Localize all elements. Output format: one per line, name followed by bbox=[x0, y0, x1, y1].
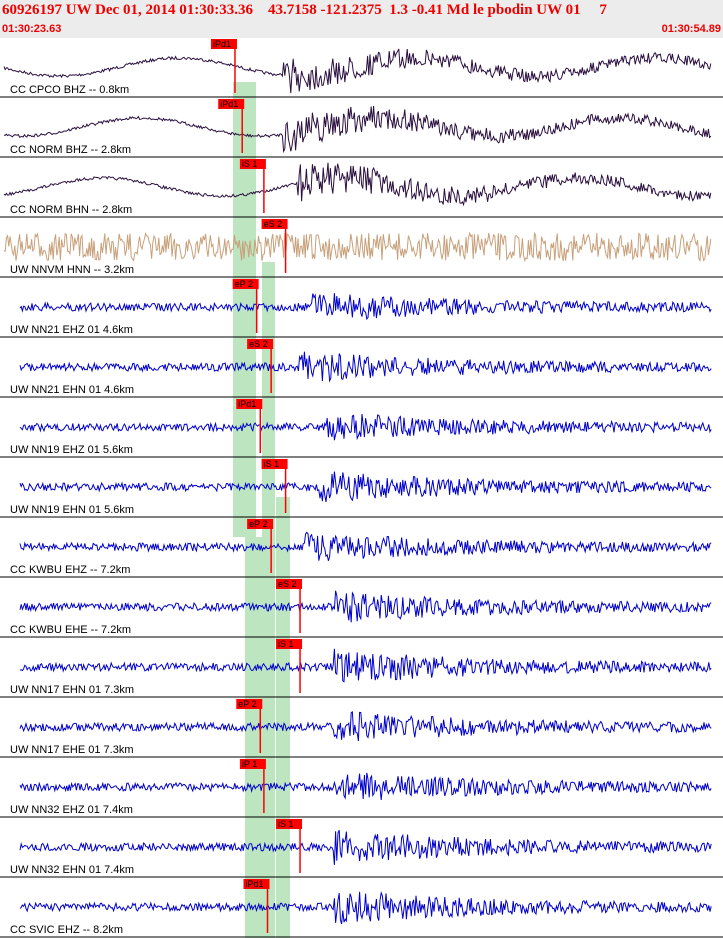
event-title: 60926197 UW Dec 01, 2014 01:30:33.36 43.… bbox=[2, 2, 607, 18]
model-arrival-band-4 bbox=[276, 497, 290, 938]
pick-flag bbox=[243, 879, 270, 889]
waveform-trace bbox=[19, 531, 712, 561]
model-arrival-band-2 bbox=[245, 537, 262, 938]
seismogram-panel: iPd1 CC CPCO BHZ -- 0.8km iPd1 CC NORM BHZ … bbox=[0, 39, 723, 938]
end-time-label: 01:30:54.89 bbox=[661, 23, 721, 35]
waveform-trace bbox=[3, 105, 712, 154]
station-label: UW NN32 EHN 01 7.4km bbox=[10, 864, 134, 876]
start-time-label: 01:30:23.63 bbox=[2, 23, 62, 35]
station-label: UW NN17 EHN 01 7.3km bbox=[10, 684, 134, 696]
pick-label: iPd1 bbox=[238, 399, 256, 409]
station-label: UW NN32 EHZ 01 7.4km bbox=[10, 804, 133, 816]
header-bar: 60926197 UW Dec 01, 2014 01:30:33.36 43.… bbox=[0, 0, 723, 38]
waveform-trace bbox=[19, 891, 712, 925]
station-label: UW NNVM HNN -- 3.2km bbox=[10, 264, 134, 276]
waveform-trace bbox=[3, 231, 712, 263]
pick-label: iPd1 bbox=[213, 39, 231, 49]
waveform-trace bbox=[19, 590, 712, 623]
waveform-trace bbox=[19, 710, 712, 742]
pick-flag bbox=[218, 99, 245, 109]
pick-label: iS 1 bbox=[264, 459, 280, 469]
waveform-trace bbox=[19, 772, 712, 801]
station-label: UW NN19 EHZ 01 5.6km bbox=[10, 444, 133, 456]
pick-label: eS 2 bbox=[249, 339, 268, 349]
pick-label: iS 1 bbox=[278, 819, 294, 829]
pick-flag bbox=[276, 639, 303, 649]
pick-flag bbox=[261, 459, 288, 469]
pick-flag bbox=[247, 519, 274, 529]
pick-flag bbox=[276, 819, 303, 829]
pick-label: eP 2 bbox=[249, 519, 267, 529]
pick-flag bbox=[239, 759, 266, 769]
pick-flag bbox=[232, 279, 259, 289]
station-label: UW NN19 EHN 01 5.6km bbox=[10, 504, 134, 516]
waveform-trace bbox=[19, 413, 712, 441]
pick-flag bbox=[210, 39, 237, 49]
station-label: UW NN21 EHN 01 4.6km bbox=[10, 384, 134, 396]
station-label: CC KWBU EHE -- 7.2km bbox=[10, 624, 131, 636]
waveform-trace bbox=[19, 351, 712, 383]
model-arrival-band-3 bbox=[262, 262, 275, 938]
waveform-trace bbox=[3, 162, 712, 207]
pick-label: iS 1 bbox=[242, 159, 258, 169]
pick-flag bbox=[236, 699, 263, 709]
pick-label: eS 2 bbox=[278, 579, 297, 589]
waveform-trace bbox=[19, 648, 712, 683]
waveform-trace bbox=[19, 293, 712, 321]
pick-flag bbox=[247, 339, 274, 349]
waveform-trace bbox=[19, 829, 712, 865]
station-label: CC KWBU EHZ -- 7.2km bbox=[10, 564, 130, 576]
pick-label: iPd1 bbox=[220, 99, 238, 109]
pick-flag bbox=[236, 399, 263, 409]
station-label: CC CPCO BHZ -- 0.8km bbox=[10, 84, 129, 96]
pick-label: iPd1 bbox=[246, 879, 264, 889]
pick-label: eP 2 bbox=[235, 279, 253, 289]
pick-flag bbox=[239, 159, 266, 169]
waveform-trace bbox=[3, 48, 712, 94]
pick-flag bbox=[276, 579, 303, 589]
pick-flag bbox=[261, 219, 288, 229]
station-label: UW NN21 EHZ 01 4.6km bbox=[10, 324, 133, 336]
station-label: CC SVIC EHZ -- 8.2km bbox=[10, 924, 123, 936]
pick-label: eP 2 bbox=[238, 699, 256, 709]
pick-label: iS 1 bbox=[278, 639, 294, 649]
waveform-trace bbox=[19, 471, 712, 502]
station-label: UW NN17 EHE 01 7.3km bbox=[10, 744, 133, 756]
pick-label: iP 1 bbox=[242, 759, 257, 769]
station-label: CC NORM BHZ -- 2.8km bbox=[10, 144, 131, 156]
pick-label: eS 2 bbox=[264, 219, 283, 229]
station-label: CC NORM BHN -- 2.8km bbox=[10, 204, 132, 216]
